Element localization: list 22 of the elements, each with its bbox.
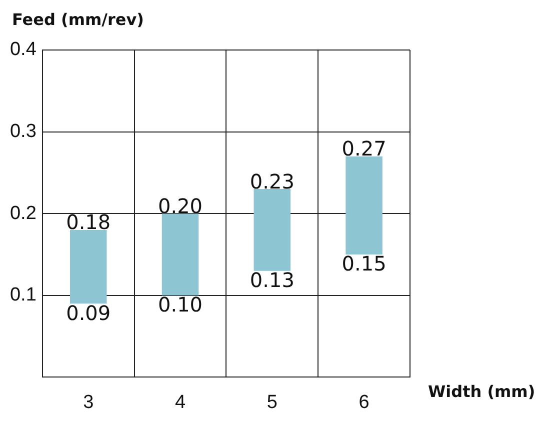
annotation: 0.23 — [250, 169, 294, 194]
annotation: 0.27 — [342, 136, 386, 161]
y-tick-label: 0.3 — [10, 121, 36, 142]
x-tick-label: 3 — [83, 392, 94, 413]
annotation: 0.10 — [158, 292, 203, 317]
y-axis-title: Feed (mm/rev) — [12, 10, 144, 29]
annotation: 0.18 — [66, 210, 111, 234]
bar — [346, 156, 382, 254]
annotation: 0.13 — [250, 268, 294, 292]
y-tick-label: 0.4 — [10, 39, 37, 60]
bar — [70, 230, 107, 304]
y-tick-label: 0.1 — [10, 284, 36, 306]
bar — [254, 189, 291, 271]
x-tick-label: 6 — [358, 392, 370, 413]
annotation: 0.20 — [158, 194, 203, 218]
x-tick-label: 5 — [266, 392, 278, 413]
x-tick-label: 4 — [174, 392, 186, 413]
annotation: 0.09 — [66, 300, 111, 325]
x-axis-title: Width (mm) — [428, 382, 536, 401]
bar — [162, 214, 199, 296]
annotation: 0.15 — [342, 252, 386, 276]
y-tick-label: 0.2 — [10, 202, 36, 224]
